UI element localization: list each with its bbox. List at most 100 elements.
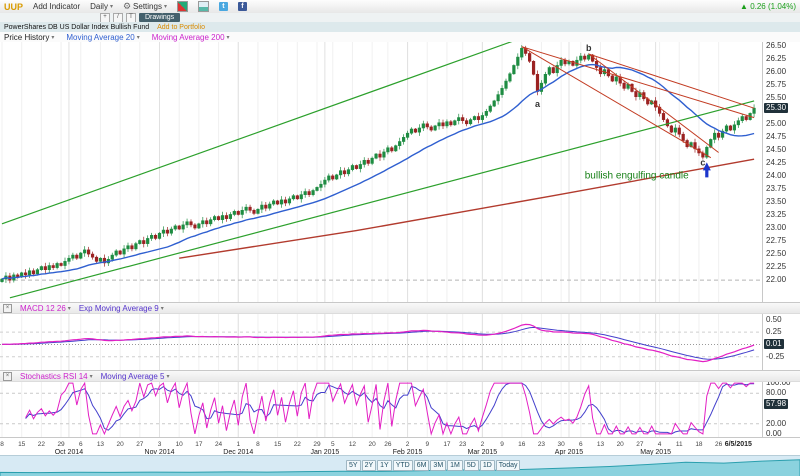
chevron-down-icon: ▾ — [166, 373, 170, 380]
svg-text:Feb 2015: Feb 2015 — [393, 449, 423, 456]
svg-text:17: 17 — [443, 441, 451, 448]
svg-text:16: 16 — [518, 441, 526, 448]
svg-text:24: 24 — [215, 441, 223, 448]
svg-text:20: 20 — [117, 441, 125, 448]
axis-tick-label: 0.25 — [766, 327, 782, 337]
svg-text:5: 5 — [331, 441, 335, 448]
axis-tick-label: 0.50 — [766, 314, 782, 324]
add-indicator-button[interactable]: Add Indicator — [33, 2, 81, 11]
last-price-badge: 25.30 — [764, 103, 789, 114]
axis-tick-label: -0.25 — [766, 351, 785, 361]
svg-text:13: 13 — [97, 441, 105, 448]
axis-tick-label: 26.50 — [766, 40, 787, 50]
stoch-panel-header: × Stochastics RSI 14 ▾ Moving Average 5 … — [0, 370, 800, 382]
svg-text:8: 8 — [0, 441, 4, 448]
close-icon[interactable]: × — [3, 303, 12, 313]
stoch-chart[interactable] — [0, 380, 762, 437]
macd-canvas — [0, 312, 762, 370]
settings-menu[interactable]: ⚙ Settings ▾ — [122, 1, 167, 12]
range-button-1y[interactable]: 1Y — [377, 460, 392, 471]
stoch-dropdown[interactable]: Stochastics RSI 14 ▾ — [20, 371, 93, 381]
svg-text:4: 4 — [658, 441, 662, 448]
axis-tick-label: 24.75 — [766, 131, 787, 141]
axis-tick-label: 23.75 — [766, 183, 787, 193]
close-icon[interactable]: × — [3, 371, 12, 381]
date-axis: 8 15 22 29 6 13 20 27 3 10 17 24 1 8 15 22 29 5 12 20 26 2 9 17… — [0, 437, 800, 456]
svg-text:6: 6 — [79, 441, 83, 448]
symbol-ticker[interactable]: UUP — [4, 1, 24, 12]
up-arrow-annotation — [702, 162, 711, 178]
drawings-button[interactable]: Drawings — [139, 13, 181, 22]
trendline-tool-icon[interactable]: / — [113, 12, 123, 23]
svg-text:Dec 2014: Dec 2014 — [223, 449, 253, 456]
svg-text:10: 10 — [176, 441, 184, 448]
svg-text:30: 30 — [558, 441, 566, 448]
axis-tick-label: 23.25 — [766, 209, 787, 219]
macd-axis: 0.01 0.50 0.25 -0.25 — [762, 312, 800, 370]
range-button-2y[interactable]: 2Y — [361, 460, 377, 471]
axis-tick-label: 24.00 — [766, 170, 787, 180]
axis-tick-label: 22.25 — [766, 262, 787, 272]
snapshot-icon[interactable] — [197, 1, 209, 12]
interval-dropdown[interactable]: Daily ▾ — [90, 2, 113, 11]
macd-panel-header: × MACD 12 26 ▾ Exp Moving Average 9 ▾ — [0, 302, 800, 314]
axis-tick-label: 26.00 — [766, 66, 787, 76]
svg-text:29: 29 — [313, 441, 321, 448]
range-button-1m[interactable]: 1M — [447, 460, 463, 471]
crosshair-tool-icon[interactable]: + — [100, 12, 110, 23]
svg-text:Apr 2015: Apr 2015 — [555, 449, 584, 456]
axis-tick-label: 20.00 — [766, 418, 787, 428]
stoch-axis: 57.98 100.00 80.00 20.00 0.00 — [762, 379, 800, 438]
date-axis-canvas: 8 15 22 29 6 13 20 27 3 10 17 24 1 8 15 22 29 5 12 20 26 2 9 17… — [0, 441, 752, 456]
range-button-1d[interactable]: 1D — [479, 460, 495, 471]
svg-text:27: 27 — [636, 441, 644, 448]
price-history-dropdown[interactable]: Price History ▾ — [4, 32, 55, 42]
svg-text:20: 20 — [617, 441, 625, 448]
svg-text:9: 9 — [425, 441, 429, 448]
svg-text:9: 9 — [500, 441, 504, 448]
ma200-legend-dropdown[interactable]: Moving Average 200 ▾ — [151, 32, 230, 42]
svg-text:18: 18 — [695, 441, 703, 448]
svg-text:17: 17 — [195, 441, 203, 448]
chevron-down-icon: ▾ — [160, 305, 164, 312]
text-tool-icon[interactable]: T — [126, 12, 136, 23]
twitter-icon[interactable]: t — [218, 2, 228, 11]
svg-text:Oct 2014: Oct 2014 — [55, 449, 84, 456]
svg-text:22: 22 — [38, 441, 46, 448]
axis-tick-label: 22.75 — [766, 236, 787, 246]
range-button-ytd[interactable]: YTD — [392, 460, 413, 471]
range-button-5y[interactable]: 5Y — [346, 460, 361, 471]
range-button-5d[interactable]: 5D — [463, 460, 479, 471]
stoch-ma-dropdown[interactable]: Moving Average 5 ▾ — [100, 371, 170, 381]
axis-tick-label: 25.75 — [766, 79, 787, 89]
macd-chart[interactable] — [0, 312, 762, 370]
svg-text:11: 11 — [676, 441, 683, 448]
drawing-toolbar: + / T Drawings — [0, 12, 800, 23]
svg-text:6/5/2015: 6/5/2015 — [725, 441, 752, 448]
macd-signal-dropdown[interactable]: Exp Moving Average 9 ▾ — [78, 303, 164, 313]
axis-tick-label: 22.50 — [766, 249, 787, 259]
svg-text:6: 6 — [579, 441, 583, 448]
ma20-legend-dropdown[interactable]: Moving Average 20 ▾ — [66, 32, 140, 42]
axis-tick-label: 23.50 — [766, 196, 787, 206]
range-button-today[interactable]: Today — [495, 460, 521, 471]
drawn-trendlines[interactable] — [1, 42, 755, 299]
macd-dropdown[interactable]: MACD 12 26 ▾ — [20, 303, 71, 313]
svg-text:15: 15 — [274, 441, 282, 448]
svg-text:Nov 2014: Nov 2014 — [145, 449, 175, 456]
axis-tick-label: 25.00 — [766, 118, 787, 128]
range-navigator[interactable]: 5Y 2Y 1Y YTD 6M 3M 1M 5D 1D Today — [0, 455, 800, 476]
facebook-icon[interactable]: f — [237, 2, 247, 11]
range-button-6m[interactable]: 6M — [413, 460, 430, 471]
palette-icon[interactable] — [176, 1, 188, 12]
axis-tick-label: 0.00 — [766, 428, 782, 438]
axis-tick-label: 25.50 — [766, 92, 787, 102]
svg-text:20: 20 — [369, 441, 377, 448]
price-axis[interactable]: 25.30 26.50 26.25 26.00 25.75 25.50 25.00 24.7… — [762, 40, 800, 302]
price-chart[interactable]: a b c bullish engulfing candle — [0, 42, 762, 302]
chevron-down-icon: ▾ — [163, 4, 167, 10]
range-button-3m[interactable]: 3M — [430, 460, 447, 471]
svg-text:22: 22 — [294, 441, 302, 448]
add-to-portfolio-link[interactable]: Add to Portfolio — [157, 23, 205, 31]
